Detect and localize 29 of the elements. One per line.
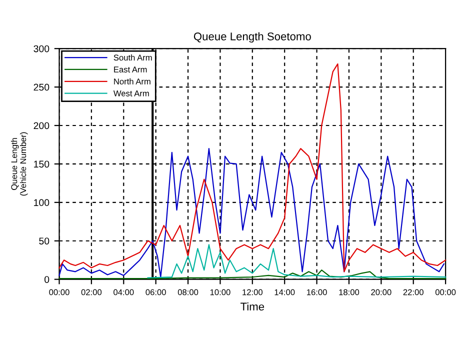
x-tick-label: 02:00	[81, 289, 102, 296]
x-tick-label: 08:00	[178, 289, 198, 296]
y-tick-label: 100	[34, 199, 50, 206]
y-tick-label: 250	[34, 84, 50, 91]
x-tick-label: 16:00	[307, 289, 327, 296]
legend-label: North Arm	[114, 78, 150, 84]
x-tick-label: 18:00	[339, 289, 360, 296]
y-axis-title: Queue Length (Vehicle Number)	[11, 132, 28, 196]
x-tick-label: 06:00	[146, 289, 166, 296]
y-tick-label: 200	[34, 122, 50, 130]
x-tick-label: 20:00	[371, 289, 392, 296]
line-series	[147, 244, 446, 278]
x-tick-label: 00:00	[435, 289, 456, 296]
y-tick-label: 150	[34, 160, 50, 168]
y-tick-label: 0	[44, 276, 50, 283]
line-series	[58, 63, 446, 272]
y-tick-label: 300	[34, 45, 50, 52]
chart-title: Queue Length Soetomo	[194, 32, 311, 43]
x-tick-label: 04:00	[114, 289, 134, 296]
x-tick-label: 10:00	[210, 289, 230, 296]
legend-label: South Arm	[114, 54, 152, 61]
x-axis-title: Time	[240, 302, 264, 311]
x-tick-label: 00:00	[49, 289, 70, 296]
legend-label: East Arm	[114, 66, 147, 72]
x-tick-label: 12:00	[242, 289, 263, 296]
y-tick-label: 50	[39, 238, 50, 244]
x-tick-label: 14:00	[274, 289, 295, 296]
x-tick-label: 22:00	[403, 289, 424, 296]
legend-label: West Arm	[113, 90, 149, 96]
